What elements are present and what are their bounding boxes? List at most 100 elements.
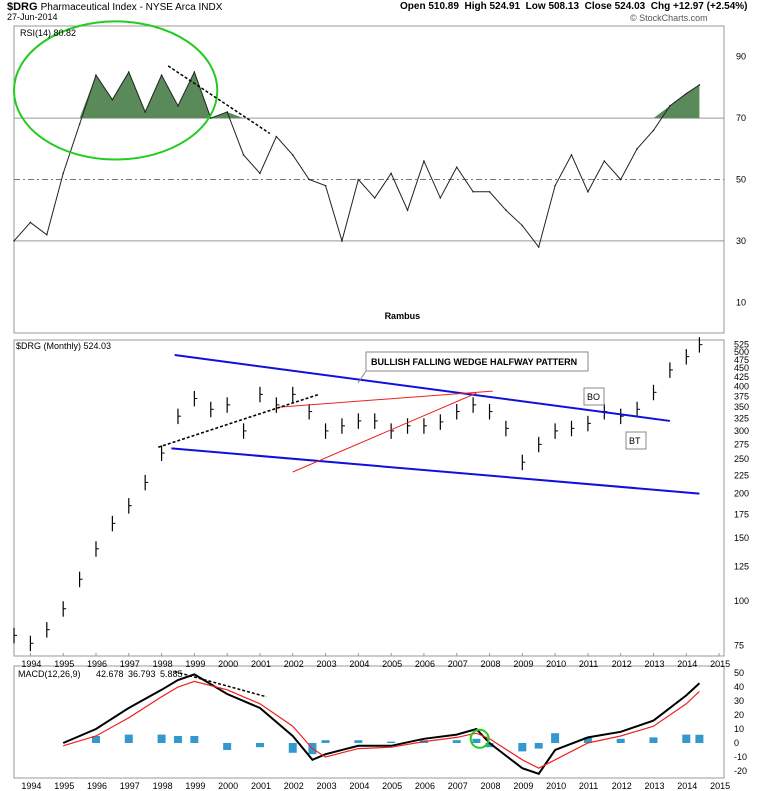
macd-histogram-bar (583, 737, 592, 743)
bt-label: BT (629, 436, 641, 446)
rsi-ellipse-annotation (13, 20, 219, 161)
price-tick-label: 500 (734, 347, 749, 357)
price-x-tick-label: 2003 (317, 659, 337, 669)
macd-histogram-bar (321, 740, 330, 743)
chg-label: Chg (650, 1, 671, 12)
macd-histogram-bar (534, 743, 543, 749)
macd-x-tick-label: 1999 (185, 781, 205, 791)
macd-histogram-bar (288, 743, 297, 753)
macd-legend-label: MACD(12,26,9) (18, 669, 81, 679)
chart-header: $DRG Pharmaceutical Index - NYSE Arca IN… (0, 0, 765, 26)
macd-histogram-legend-value: 5.885 (160, 669, 183, 679)
rsi-point (29, 221, 32, 224)
rsi-point (357, 178, 360, 181)
trendline-red-top (279, 390, 493, 408)
macd-x-tick-label: 2003 (317, 781, 337, 791)
rsi-point (619, 178, 622, 181)
price-x-tick-label: 1999 (185, 659, 205, 669)
macd-histogram-bar (387, 741, 396, 743)
rsi-point (669, 105, 671, 107)
rsi-tick-label: 30 (736, 236, 746, 246)
price-tick-label: 300 (734, 426, 749, 436)
bt-label-box (625, 431, 647, 450)
macd-x-tick-label: 2012 (612, 781, 632, 791)
rsi-point (423, 160, 425, 162)
price-tick-label: 250 (734, 454, 749, 464)
macd-x-tick-label: 1998 (153, 781, 173, 791)
macd-x-tick-label: 1995 (54, 781, 74, 791)
rsi-point (324, 184, 327, 187)
macd-histogram-bar (223, 743, 232, 750)
rsi-point (226, 111, 228, 113)
price-x-tick-label: 2004 (349, 659, 369, 669)
macd-x-tick-label: 2007 (448, 781, 468, 791)
macd-histogram-bar (354, 740, 363, 743)
macd-x-tick-label: 2010 (546, 781, 566, 791)
price-tick-label: 75 (734, 640, 744, 650)
rsi-point (652, 129, 655, 132)
price-tick-label: 450 (734, 363, 749, 373)
macd-tick-label: -20 (734, 766, 747, 776)
rsi-point (111, 98, 114, 101)
low-label: Low (525, 1, 546, 12)
price-x-tick-label: 2011 (579, 659, 598, 669)
price-tick-label: 475 (734, 355, 749, 365)
rsi-point (209, 117, 212, 119)
price-x-tick-label: 2010 (546, 659, 566, 669)
price-tick-label: 175 (734, 509, 749, 519)
macd-tick-label: 30 (734, 696, 744, 706)
rsi-point (242, 154, 245, 156)
price-x-tick-label: 1994 (21, 659, 41, 669)
macd-tick-label: 0 (734, 738, 739, 748)
low-value: 508.13 (548, 1, 580, 12)
macd-x-tick-label: 2001 (251, 781, 271, 791)
macd-x-tick-label: 2002 (284, 781, 304, 791)
price-x-tick-label: 2006 (415, 659, 435, 669)
price-x-tick-label: 1997 (120, 659, 140, 669)
rsi-point (505, 209, 507, 211)
price-tick-label: 350 (734, 402, 749, 412)
price-tick-label: 525 (734, 339, 749, 349)
macd-x-tick-label: 2005 (382, 781, 402, 791)
price-x-tick-label: 2012 (612, 659, 632, 669)
macd-histogram-bar (551, 733, 560, 743)
price-x-tick-label: 1998 (153, 659, 173, 669)
macd-histogram-bar (518, 743, 527, 752)
rsi-point (341, 240, 343, 242)
price-tick-label: 375 (734, 391, 749, 401)
price-tick-label: 225 (734, 470, 749, 480)
rsi-point (603, 160, 606, 162)
macd-histogram-bar (649, 737, 658, 743)
macd-x-tick-label: 1997 (120, 781, 140, 791)
price-legend: $DRG (Monthly) 524.03 (16, 341, 111, 351)
macd-signal-line (63, 680, 700, 769)
macd-panel-frame (13, 665, 725, 779)
rsi-point (13, 240, 15, 242)
rsi-point (78, 123, 81, 126)
trendline-red-support (292, 392, 477, 473)
price-x-tick-label: 1996 (87, 659, 107, 669)
bo-label: BO (587, 392, 600, 402)
rsi-point (275, 135, 278, 138)
rsi-point (373, 197, 376, 199)
macd-histogram-bar (173, 736, 182, 743)
rsi-point (177, 105, 179, 107)
macd-histogram-bar (616, 738, 625, 743)
rsi-point (698, 84, 701, 86)
macd-histogram-bar (682, 734, 691, 743)
rsi-point (488, 190, 491, 193)
trendline-wedge-lower (171, 447, 700, 495)
macd-signal-legend-value: 36.793 (128, 669, 156, 679)
macd-tick-label: 40 (734, 682, 744, 692)
trendline-black-dotted (158, 393, 320, 448)
watermark: © StockCharts.com (630, 13, 708, 23)
bo-label-box (583, 387, 605, 406)
rsi-point (570, 154, 573, 156)
price-tick-label: 425 (734, 372, 749, 382)
rsi-overbought-fill (14, 72, 700, 119)
price-x-tick-label: 1995 (54, 659, 74, 669)
price-x-tick-label: 2001 (251, 659, 271, 669)
price-tick-label: 275 (734, 439, 749, 449)
macd-dotted-trendline (174, 670, 267, 698)
index-name: Pharmaceutical Index - NYSE Arca INDX (40, 2, 223, 13)
